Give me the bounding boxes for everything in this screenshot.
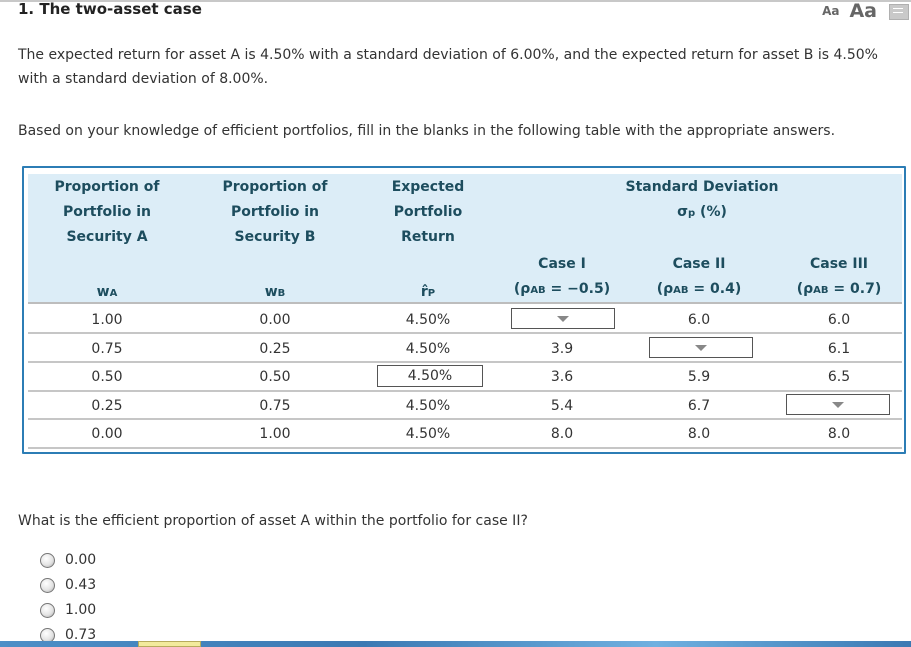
table-header — [28, 174, 902, 304]
cell-rp-focused: 4.50% — [377, 365, 483, 387]
cell-rp: 4.50% — [405, 426, 451, 442]
cell-case1: 8.0 — [550, 426, 574, 442]
radio-button[interactable] — [40, 577, 55, 593]
dropdown-arrow-icon — [695, 344, 707, 351]
option-0-00[interactable]: 0.00 — [40, 552, 96, 568]
cell-wb: 1.00 — [259, 426, 291, 442]
question-title: 1. The two-asset case — [18, 0, 202, 18]
option-1-00[interactable]: 1.00 — [40, 602, 96, 618]
header-rp-symbol: r̂P — [420, 284, 436, 300]
intro-paragraph: The expected return for asset A is 4.50%… — [18, 47, 878, 87]
cell-wa: 0.75 — [91, 341, 123, 357]
question-text: What is the efficient proportion of asse… — [18, 513, 528, 529]
cell-case1: 3.6 — [550, 369, 574, 385]
option-label: 1.00 — [65, 602, 97, 618]
case3-row4-dropdown[interactable] — [786, 394, 890, 415]
cell-rp: 4.50% — [405, 341, 451, 357]
cell-case1: 5.4 — [550, 398, 574, 414]
cell-wb: 0.25 — [259, 341, 291, 357]
header-case-3: Case III (ρAB = 0.7) — [796, 256, 882, 297]
cell-wb: 0.75 — [259, 398, 291, 414]
radio-button[interactable] — [40, 552, 55, 568]
cell-wa: 1.00 — [91, 312, 123, 328]
row-divider — [28, 361, 902, 363]
header-wb-symbol: wB — [264, 284, 286, 300]
cell-wa: 0.25 — [91, 398, 123, 414]
dropdown-arrow-icon — [557, 315, 569, 322]
cell-case2: 5.9 — [687, 369, 711, 385]
cell-case2: 8.0 — [687, 426, 711, 442]
option-0-73[interactable]: 0.73 — [40, 627, 96, 643]
dropdown-arrow-icon — [832, 401, 844, 408]
option-label: 0.73 — [65, 627, 97, 643]
taskbar-button[interactable] — [138, 641, 201, 647]
cell-wb: 0.00 — [259, 312, 291, 328]
option-label: 0.43 — [65, 577, 97, 593]
cell-rp: 4.50% — [405, 312, 451, 328]
cell-case3: 6.1 — [827, 341, 851, 357]
case2-row2-dropdown[interactable] — [649, 337, 753, 358]
portfolio-table: Proportion of Portfolio in Security A wA… — [22, 166, 906, 454]
cell-rp: 4.50% — [405, 398, 451, 414]
row-divider — [28, 447, 902, 449]
cell-wa: 0.50 — [91, 369, 123, 385]
cell-case3: 6.0 — [827, 312, 851, 328]
header-proportion-a: Proportion of Portfolio in Security A — [54, 179, 160, 245]
cell-wb: 0.50 — [259, 369, 291, 385]
font-size-small-button[interactable]: Aa — [822, 4, 840, 18]
cell-case2: 6.0 — [687, 312, 711, 328]
top-divider — [0, 0, 911, 2]
font-size-large-button[interactable]: Aa — [849, 0, 877, 22]
radio-button[interactable] — [40, 602, 55, 618]
header-proportion-b: Proportion of Portfolio in Security B — [222, 179, 328, 245]
option-label: 0.00 — [65, 552, 97, 568]
case1-row1-dropdown[interactable] — [511, 308, 615, 329]
header-standard-deviation: Standard Deviation σp (%) — [625, 179, 779, 220]
header-case-2: Case II (ρAB = 0.4) — [656, 256, 742, 297]
toolbar: Aa Aa — [822, 0, 911, 22]
cell-case3: 8.0 — [827, 426, 851, 442]
header-expected-return: Expected Portfolio Return — [391, 179, 465, 245]
taskbar — [0, 641, 911, 647]
print-icon[interactable] — [887, 2, 911, 20]
row-divider — [28, 390, 902, 392]
row-divider — [28, 418, 902, 420]
cell-case2: 6.7 — [687, 398, 711, 414]
instructions-paragraph: Based on your knowledge of efficient por… — [18, 123, 836, 139]
cell-wa: 0.00 — [91, 426, 123, 442]
row-divider — [28, 332, 902, 334]
option-0-43[interactable]: 0.43 — [40, 577, 96, 593]
header-wa-symbol: wA — [96, 284, 118, 300]
cell-case1: 3.9 — [550, 341, 574, 357]
header-case-1: Case I (ρAB = −0.5) — [513, 256, 611, 297]
cell-case3: 6.5 — [827, 369, 851, 385]
